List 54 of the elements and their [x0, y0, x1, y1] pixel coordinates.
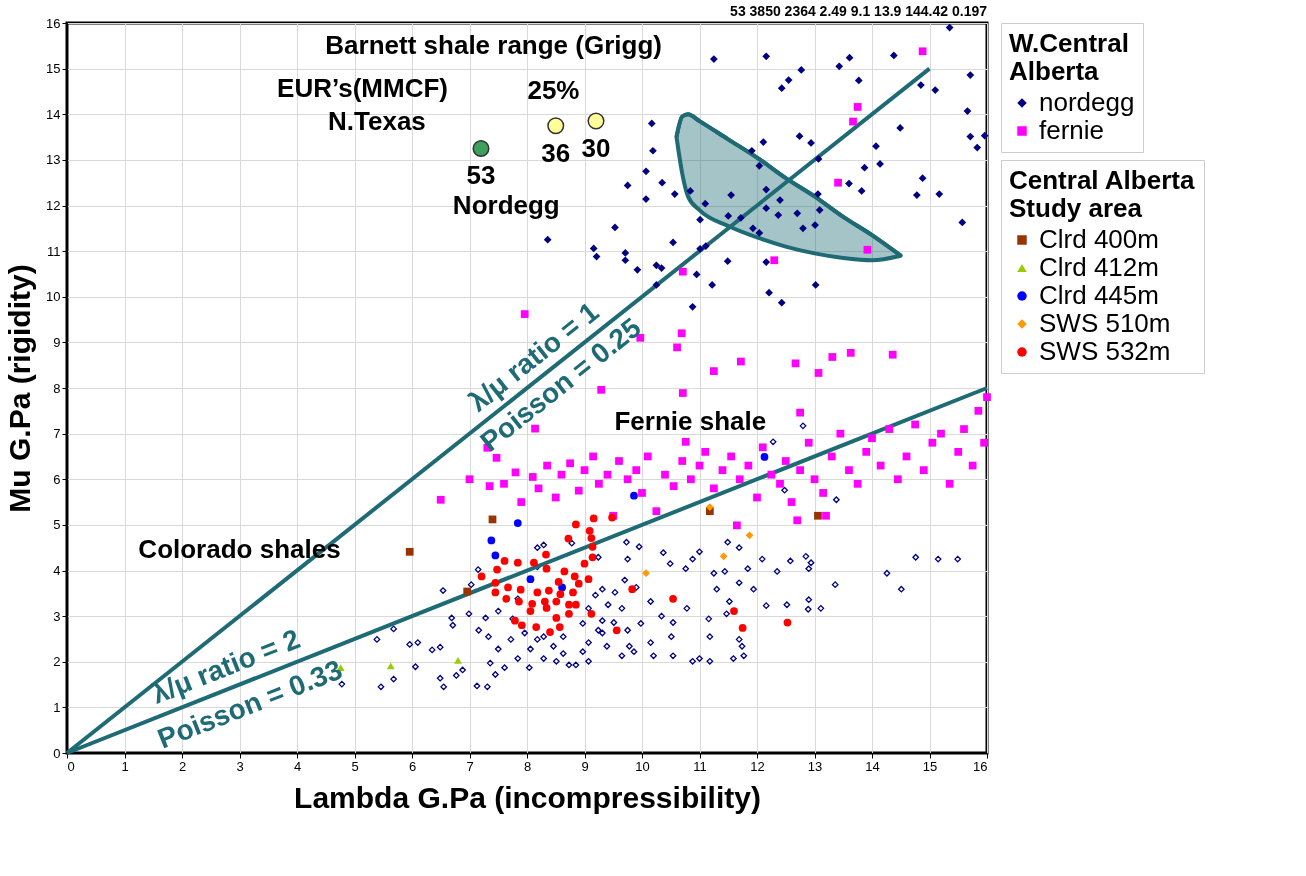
y-tick-label: 13 [46, 152, 61, 168]
x-tick-label: 0 [67, 758, 75, 774]
y-tick-label: 16 [46, 15, 61, 31]
x-tick-label: 10 [635, 758, 650, 774]
legend-label: SWS 532m [1039, 336, 1171, 366]
y-tick-label: 1 [53, 699, 61, 715]
annotation: Nordegg [452, 190, 560, 221]
y-tick-label: 12 [46, 198, 61, 213]
y-tick-label: 15 [46, 61, 61, 77]
annotation: Fernie shale [614, 406, 767, 437]
x-tick-label: 15 [922, 758, 938, 774]
annotation: 25% [527, 75, 580, 106]
text: 53 3850 2364 2.49 9.1 13.9 144.42 0.197 [730, 3, 988, 19]
y-tick-label: 10 [46, 289, 61, 305]
legend-label: Clrd 412m [1039, 252, 1159, 282]
annotation: EUR’s(MMCF) [277, 73, 448, 104]
x-tick-label: 6 [408, 758, 417, 774]
x-tick-label: 7 [466, 758, 474, 774]
annotation: N.Texas [328, 105, 426, 136]
x-tick-label: 13 [807, 758, 823, 774]
annotation: Barnett shale range (Grigg) [325, 29, 662, 60]
x-tick-label: 1 [121, 758, 129, 774]
y-tick-label: 9 [53, 334, 61, 350]
legend-label: nordegg [1039, 87, 1135, 117]
y-tick-label: 5 [53, 517, 61, 533]
y-tick-label: 11 [47, 243, 61, 259]
y-tick-label: 14 [46, 106, 61, 122]
x-tick-label: 12 [750, 758, 765, 774]
y-tick-label: 4 [53, 563, 61, 578]
annotation: 53 [466, 160, 496, 191]
annotation: 36 [541, 137, 571, 168]
x-tick-label: 14 [865, 758, 880, 774]
legend-label: Clrd 445m [1039, 280, 1159, 310]
x-tick-label: 9 [581, 758, 589, 774]
x-tick-label: 3 [236, 758, 244, 774]
y-tick-label: 0 [53, 745, 61, 761]
x-tick-label: 2 [178, 758, 187, 774]
y-tick-label: 2 [53, 654, 61, 670]
y-tick-label: 3 [53, 608, 61, 624]
x-tick-label: 11 [693, 758, 707, 774]
legend-label: fernie [1039, 115, 1105, 145]
x-tick-label: 8 [523, 758, 532, 774]
x-axis-title: Lambda G.Pa (incompressibility) [294, 780, 761, 814]
text: Central Alberta Study area [1009, 165, 1195, 223]
x-tick-label: 16 [973, 758, 988, 774]
x-tick-label: 5 [351, 758, 359, 774]
legend-label: SWS 510m [1039, 308, 1171, 338]
legend-label: Clrd 400m [1039, 224, 1159, 254]
x-tick-label: 4 [293, 758, 302, 774]
y-tick-label: 7 [53, 426, 61, 442]
y-tick-label: 6 [53, 471, 61, 487]
y-tick-label: 8 [53, 380, 61, 396]
annotation: 30 [581, 133, 611, 164]
y-axis-title: Mu G.Pa (rigidity) [3, 264, 37, 513]
